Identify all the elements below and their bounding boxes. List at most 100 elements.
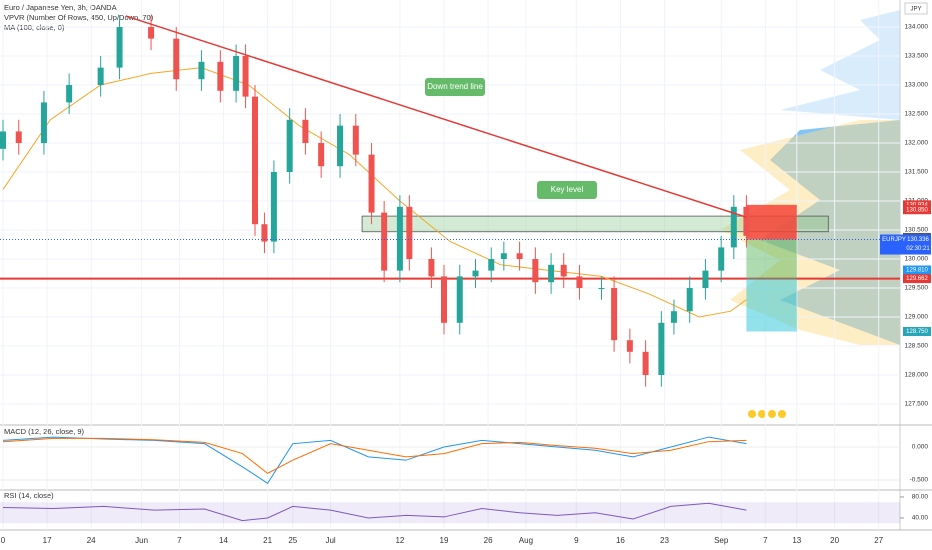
candle-body — [406, 206, 413, 260]
vp-up — [780, 10, 900, 120]
candle-body — [15, 131, 22, 144]
candle-body — [598, 288, 605, 290]
last-price-label: 130.336 — [907, 237, 929, 243]
candle-body — [576, 276, 583, 289]
candle-body — [261, 224, 268, 242]
annotation-bubble — [425, 78, 485, 96]
x-tick-label: 21 — [263, 536, 272, 545]
y-tick-label: -0.500 — [910, 477, 929, 484]
x-tick-label: Aug — [519, 536, 533, 545]
candle-body — [286, 119, 293, 173]
x-tick-label: 0 — [1, 536, 6, 545]
candle-body — [456, 276, 463, 323]
price-marker-label: 128.750 — [906, 329, 928, 335]
x-tick-label: 9 — [574, 536, 579, 545]
candle-body — [302, 119, 309, 144]
candle-body — [730, 206, 737, 248]
x-tick-label: 13 — [792, 536, 801, 545]
candle-body — [670, 311, 677, 323]
currency: JPY — [910, 7, 921, 13]
x-tick-label: 14 — [219, 536, 228, 545]
candle-body — [396, 206, 403, 271]
replay-icons — [748, 410, 786, 418]
candle-body — [242, 56, 249, 97]
candle-body — [428, 259, 435, 277]
y-tick-label: 40.00 — [912, 515, 929, 522]
x-tick-label: 25 — [288, 536, 297, 545]
candle-body — [702, 270, 709, 289]
y-tick-label: 130.500 — [905, 227, 929, 234]
x-tick-label: 17 — [43, 536, 52, 545]
y-tick-label: 131.500 — [905, 169, 929, 176]
candle-body — [66, 85, 73, 103]
x-tick-label: 7 — [763, 536, 768, 545]
countdown: 02:30:21 — [906, 246, 930, 252]
candle-body — [642, 351, 649, 376]
candle-body — [718, 247, 725, 271]
candle-body — [743, 206, 750, 236]
annotation-bubble — [537, 181, 597, 199]
candle-body — [560, 264, 567, 277]
candle-body — [516, 253, 523, 260]
candle-body — [658, 322, 665, 376]
candle-body — [548, 264, 555, 283]
price-marker-label: 129.810 — [906, 268, 928, 274]
candle-body — [337, 125, 344, 167]
vp-up — [760, 120, 900, 345]
last-price-box — [880, 234, 931, 255]
macd-line — [2, 436, 747, 484]
x-tick-label: 12 — [395, 536, 404, 545]
candle-body — [0, 131, 6, 149]
price-marker-label: 129.662 — [906, 276, 928, 282]
x-tick-label: Jul — [325, 536, 335, 545]
x-tick-label: 24 — [87, 536, 96, 545]
x-tick-label: Sep — [714, 536, 729, 545]
x-tick-label: Jun — [135, 536, 148, 545]
y-tick-label: 132.000 — [905, 140, 929, 147]
y-tick-label: 128.500 — [905, 343, 929, 350]
x-tick-label: 20 — [830, 536, 839, 545]
candle-body — [173, 38, 180, 80]
x-tick-label: 27 — [874, 536, 883, 545]
annotation: Key level — [551, 185, 584, 194]
candle-body — [233, 56, 240, 91]
candle-body — [532, 259, 539, 283]
indicator-label: RSI (14, close) — [4, 491, 54, 500]
x-tick-label: 7 — [177, 536, 182, 545]
candle-body — [251, 96, 258, 225]
stop-zone — [746, 204, 797, 240]
indicator-label: MACD (12, 26, close, 9) — [4, 427, 85, 436]
price-marker — [903, 327, 931, 337]
symbol: EURJPY — [882, 237, 906, 243]
rsi-line — [2, 502, 747, 522]
key-level-zone — [361, 215, 829, 233]
candle-body — [368, 154, 375, 213]
candle-body — [97, 67, 104, 86]
y-tick-label: 0.000 — [912, 444, 929, 451]
target2-zone — [746, 278, 797, 332]
y-tick-label: 127.500 — [905, 401, 929, 408]
candle-body — [116, 27, 123, 68]
y-tick-label: 129.000 — [905, 314, 929, 321]
target-zone — [746, 239, 797, 279]
price-marker — [903, 200, 931, 210]
candle-body — [217, 61, 224, 91]
candle-body — [626, 340, 633, 352]
price-marker-label: 130.850 — [906, 207, 928, 213]
y-tick-label: 133.500 — [905, 53, 929, 60]
macd-line — [2, 437, 747, 474]
trend-line — [125, 15, 747, 218]
rsi-band — [0, 502, 900, 524]
candle-body — [318, 143, 325, 167]
annotation: Down trend line — [427, 82, 483, 91]
candle-body — [472, 270, 479, 277]
y-tick-label: 134.000 — [905, 24, 929, 31]
x-tick-label: 26 — [484, 536, 493, 545]
x-tick-label: 23 — [660, 536, 669, 545]
x-tick-label: 16 — [616, 536, 625, 545]
x-tick-label: 19 — [440, 536, 449, 545]
candle-body — [40, 102, 47, 144]
candle-body — [488, 259, 495, 271]
y-tick-label: 129.500 — [905, 285, 929, 292]
